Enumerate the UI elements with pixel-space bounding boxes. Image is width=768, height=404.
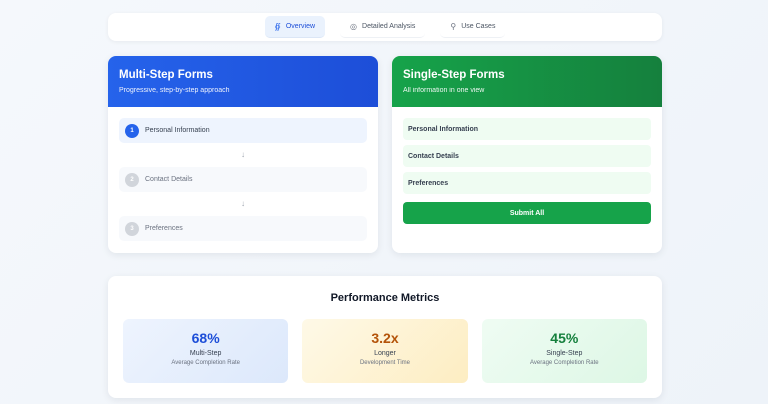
arrow-down-icon: ↓ <box>241 199 245 208</box>
card-title: Multi-Step Forms <box>119 69 213 81</box>
metric-label: Longer <box>374 350 396 357</box>
field-list: Personal Information Contact Details Pre… <box>392 107 662 224</box>
metric-label: Multi-Step <box>189 350 222 357</box>
step-number-badge: 3 <box>125 221 139 236</box>
tab-label: Detailed Analysis <box>362 23 416 30</box>
metric-card-dev-time: 3.2x Longer Development Time <box>302 319 468 383</box>
performance-metrics-panel: Performance Metrics 68% Multi-Step Avera… <box>108 276 662 398</box>
step-list: 1 Personal Information ↓ 2 Contact Detai… <box>108 107 378 241</box>
metric-description: Average Completion Rate <box>530 360 599 366</box>
step-label: Preferences <box>145 225 183 232</box>
step-number-badge: 1 <box>125 123 139 138</box>
step-item[interactable]: 1 Personal Information <box>119 118 367 143</box>
arrow-down-icon: ↓ <box>241 150 245 159</box>
section-title: Performance Metrics <box>330 292 440 304</box>
chart-icon: ∯ <box>274 21 281 31</box>
metric-description: Development Time <box>359 360 410 366</box>
step-item[interactable]: 2 Contact Details <box>119 167 367 192</box>
step-label: Contact Details <box>145 176 193 183</box>
metric-card-multi-step: 68% Multi-Step Average Completion Rate <box>123 319 289 383</box>
tab-use-cases[interactable]: ⚲ Use Cases <box>440 16 506 38</box>
tab-overview[interactable]: ∯ Overview <box>264 16 326 38</box>
tab-detailed-analysis[interactable]: ◎ Detailed Analysis <box>340 16 426 38</box>
metric-label: Single-Step <box>546 350 583 357</box>
single-step-card: Single-Step Forms All information in one… <box>392 56 662 253</box>
lightbulb-icon: ⚲ <box>450 21 457 31</box>
multi-step-header: Multi-Step Forms Progressive, step-by-st… <box>108 56 378 107</box>
card-subtitle: Progressive, step-by-step approach <box>119 87 230 94</box>
tab-label: Use Cases <box>461 23 496 30</box>
metric-value: 45% <box>550 330 579 346</box>
step-item[interactable]: 3 Preferences <box>119 216 367 241</box>
field-section-personal-information[interactable]: Personal Information <box>403 118 651 140</box>
field-section-contact-details[interactable]: Contact Details <box>403 145 651 167</box>
field-section-preferences[interactable]: Preferences <box>403 172 651 194</box>
tab-bar: ∯ Overview ◎ Detailed Analysis ⚲ Use Cas… <box>108 13 662 41</box>
metric-value: 3.2x <box>371 330 399 346</box>
card-title: Single-Step Forms <box>403 69 505 81</box>
card-subtitle: All information in one view <box>403 87 485 94</box>
step-number-badge: 2 <box>125 172 139 187</box>
target-icon: ◎ <box>350 21 358 31</box>
step-label: Personal Information <box>145 127 210 134</box>
metric-card-single-step: 45% Single-Step Average Completion Rate <box>481 319 647 383</box>
submit-all-button[interactable]: Submit All <box>403 202 651 224</box>
metric-row: 68% Multi-Step Average Completion Rate 3… <box>123 319 647 383</box>
tab-label: Overview <box>285 23 316 30</box>
single-step-header: Single-Step Forms All information in one… <box>392 56 662 107</box>
metric-value: 68% <box>191 330 220 346</box>
multi-step-card: Multi-Step Forms Progressive, step-by-st… <box>108 56 378 253</box>
metric-description: Average Completion Rate <box>171 360 240 366</box>
